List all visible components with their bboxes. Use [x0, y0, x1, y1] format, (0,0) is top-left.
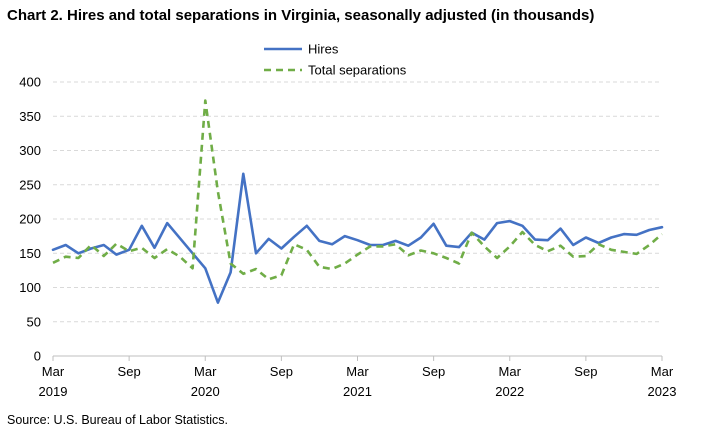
x-tick-month: Mar	[194, 364, 217, 379]
series-line-hires	[51, 172, 664, 304]
y-tick-label: 0	[34, 349, 41, 364]
y-tick-label: 400	[19, 75, 41, 90]
line-chart: 0 50 100 150 200 250 300 350 400 Mar 2019 Sep Mar 20…	[19, 42, 677, 400]
x-tick-month: Sep	[422, 364, 445, 379]
y-tick-label: 50	[27, 314, 41, 329]
y-axis-ticks: 0 50 100 150 200 250 300 350 400	[19, 75, 41, 364]
series-lines	[51, 99, 664, 304]
x-tick-month: Sep	[118, 364, 141, 379]
chart-title: Chart 2. Hires and total separations in …	[7, 7, 595, 24]
x-tick-year: 2020	[191, 384, 220, 399]
y-tick-label: 300	[19, 143, 41, 158]
legend-label: Total separations	[308, 63, 407, 78]
x-tick-month: Sep	[574, 364, 597, 379]
x-tick-month: Mar	[42, 364, 65, 379]
x-tick-month: Mar	[651, 364, 674, 379]
legend-label: Hires	[308, 42, 339, 57]
source-note: Source: U.S. Bureau of Labor Statistics.	[7, 413, 228, 427]
y-tick-label: 250	[19, 177, 41, 192]
x-tick-year: 2019	[39, 384, 68, 399]
gridlines	[53, 81, 662, 323]
x-tick-month: Mar	[346, 364, 369, 379]
x-tick-month: Mar	[499, 364, 522, 379]
x-tick-year: 2021	[343, 384, 372, 399]
x-tick-month: Sep	[270, 364, 293, 379]
x-axis: Mar 2019 Sep Mar 2020 Sep Mar 2021 Sep Mar 2022 Sep…	[39, 355, 677, 399]
y-tick-label: 200	[19, 212, 41, 227]
series-line-total-separations	[52, 99, 663, 281]
x-tick-year: 2022	[495, 384, 524, 399]
legend: Hires Total separations	[264, 42, 407, 78]
x-tick-year: 2023	[648, 384, 677, 399]
y-tick-label: 100	[19, 280, 41, 295]
y-tick-label: 350	[19, 109, 41, 124]
y-tick-label: 150	[19, 246, 41, 261]
